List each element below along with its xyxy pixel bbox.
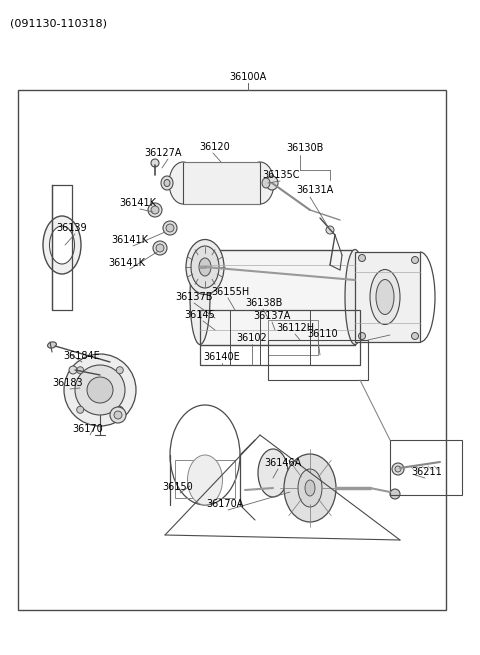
Ellipse shape bbox=[166, 224, 174, 232]
Text: 36138B: 36138B bbox=[245, 298, 283, 308]
Bar bbox=[200, 310, 360, 365]
Ellipse shape bbox=[262, 178, 270, 188]
Text: 36141K: 36141K bbox=[111, 235, 148, 245]
Ellipse shape bbox=[190, 250, 210, 345]
Ellipse shape bbox=[156, 244, 164, 252]
Ellipse shape bbox=[169, 162, 197, 204]
Text: 36110: 36110 bbox=[308, 329, 338, 339]
Text: 36141K: 36141K bbox=[120, 198, 156, 208]
Ellipse shape bbox=[164, 179, 170, 187]
Text: 36155H: 36155H bbox=[211, 287, 249, 297]
Text: 36135C: 36135C bbox=[262, 170, 300, 180]
Ellipse shape bbox=[148, 203, 162, 217]
Ellipse shape bbox=[163, 221, 177, 235]
Ellipse shape bbox=[376, 280, 394, 314]
Text: 36137B: 36137B bbox=[175, 292, 213, 302]
Text: 36137A: 36137A bbox=[253, 311, 291, 321]
Text: 36183: 36183 bbox=[53, 378, 84, 388]
Ellipse shape bbox=[48, 342, 57, 348]
Bar bbox=[175, 460, 235, 498]
Bar bbox=[268, 340, 368, 380]
Bar bbox=[183, 162, 260, 204]
Text: 36170A: 36170A bbox=[206, 499, 244, 509]
Text: 36139: 36139 bbox=[57, 223, 87, 233]
Ellipse shape bbox=[370, 269, 400, 324]
Text: 36211: 36211 bbox=[412, 467, 443, 477]
Ellipse shape bbox=[151, 159, 159, 167]
Ellipse shape bbox=[116, 367, 123, 374]
Ellipse shape bbox=[110, 407, 126, 423]
Bar bbox=[268, 320, 318, 355]
Ellipse shape bbox=[298, 469, 322, 507]
Text: 36112H: 36112H bbox=[276, 323, 314, 333]
Ellipse shape bbox=[390, 489, 400, 499]
Bar bbox=[200, 250, 355, 345]
Ellipse shape bbox=[411, 333, 419, 339]
Text: 36141K: 36141K bbox=[108, 258, 145, 268]
Ellipse shape bbox=[151, 206, 159, 214]
Ellipse shape bbox=[49, 226, 74, 264]
Ellipse shape bbox=[75, 365, 125, 415]
Ellipse shape bbox=[258, 449, 288, 497]
Text: 36100A: 36100A bbox=[229, 72, 266, 82]
Ellipse shape bbox=[116, 406, 123, 413]
Ellipse shape bbox=[266, 176, 278, 190]
Ellipse shape bbox=[77, 367, 84, 374]
Text: 36145: 36145 bbox=[185, 310, 216, 320]
Ellipse shape bbox=[188, 455, 223, 505]
Bar bbox=[390, 440, 462, 495]
Ellipse shape bbox=[191, 246, 219, 288]
Ellipse shape bbox=[186, 240, 224, 295]
Ellipse shape bbox=[153, 241, 167, 255]
Text: 36102: 36102 bbox=[237, 333, 267, 343]
Bar bbox=[355, 252, 420, 342]
Ellipse shape bbox=[161, 176, 173, 190]
Ellipse shape bbox=[77, 406, 84, 413]
Ellipse shape bbox=[284, 454, 336, 522]
Text: 36150: 36150 bbox=[163, 482, 193, 492]
Text: 36170: 36170 bbox=[72, 424, 103, 434]
Ellipse shape bbox=[345, 250, 365, 345]
Ellipse shape bbox=[392, 463, 404, 475]
Ellipse shape bbox=[87, 377, 113, 403]
Ellipse shape bbox=[359, 333, 365, 339]
Ellipse shape bbox=[114, 411, 122, 419]
Text: (091130-110318): (091130-110318) bbox=[10, 18, 107, 28]
Bar bbox=[18, 90, 446, 610]
Ellipse shape bbox=[199, 258, 211, 276]
Ellipse shape bbox=[246, 162, 274, 204]
Text: 36184E: 36184E bbox=[64, 351, 100, 361]
Ellipse shape bbox=[326, 226, 334, 234]
Ellipse shape bbox=[64, 354, 136, 426]
Ellipse shape bbox=[411, 257, 419, 263]
Text: 36120: 36120 bbox=[200, 142, 230, 152]
Ellipse shape bbox=[43, 216, 81, 274]
Ellipse shape bbox=[395, 466, 401, 472]
Text: 36140E: 36140E bbox=[204, 352, 240, 362]
Text: 36130B: 36130B bbox=[286, 143, 324, 153]
Ellipse shape bbox=[305, 480, 315, 496]
Ellipse shape bbox=[359, 255, 365, 261]
Text: 36127A: 36127A bbox=[144, 148, 182, 158]
Ellipse shape bbox=[69, 366, 77, 374]
Text: 36131A: 36131A bbox=[296, 185, 334, 195]
Text: 36146A: 36146A bbox=[264, 458, 301, 468]
